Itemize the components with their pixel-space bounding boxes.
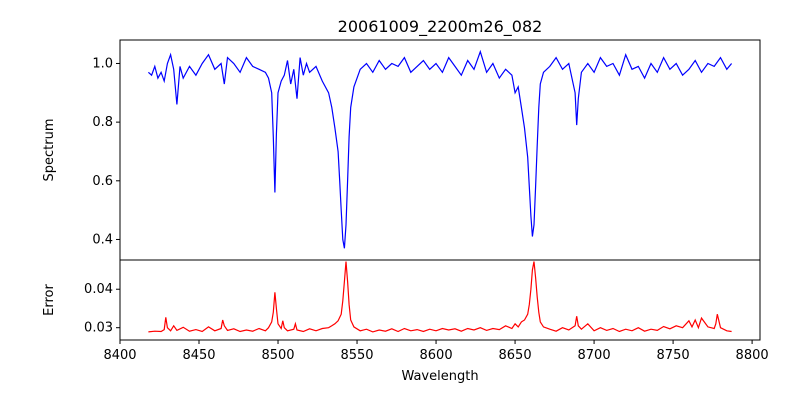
error-x-tick-label: 8400	[103, 348, 136, 363]
spectrum-series-line	[147, 49, 733, 249]
error-x-tick-label: 8700	[578, 348, 611, 363]
error-x-tick-label: 8600	[420, 348, 453, 363]
error-x-tick-label: 8750	[657, 348, 690, 363]
error-y-label: Error	[42, 284, 57, 316]
spectrum-y-ticks: 0.4 0.6 0.8 1.0	[92, 56, 120, 247]
error-y-tick-label: 0.04	[84, 282, 113, 297]
chart-title: 20061009_2200m26_082	[338, 17, 543, 37]
spectrum-y-tick-label: 0.6	[92, 174, 113, 189]
error-panel: 0.03 0.04 8400 8450 8500 8550 8600 8650 8700 875…	[42, 259, 769, 384]
error-axes-frame	[119, 259, 761, 341]
error-y-ticks: 0.03 0.04	[84, 282, 120, 336]
error-x-tick-label: 8550	[340, 348, 373, 363]
spectrum-y-tick-label: 1.0	[92, 56, 113, 71]
spectrum-y-tick-label: 0.8	[92, 115, 113, 130]
error-y-tick-label: 0.03	[84, 321, 113, 336]
error-x-tick-label: 8450	[182, 348, 215, 363]
error-series-line	[148, 261, 732, 333]
x-axis-label: Wavelength	[401, 369, 478, 384]
error-x-ticks: 8400 8450 8500 8550 8600 8650 8700 8750 8800	[103, 340, 769, 363]
error-x-tick-label: 8800	[736, 348, 769, 363]
error-x-tick-label: 8500	[261, 348, 294, 363]
spectrum-y-tick-label: 0.4	[92, 232, 113, 247]
spectrum-y-label: Spectrum	[42, 119, 57, 182]
error-x-tick-label: 8650	[499, 348, 532, 363]
